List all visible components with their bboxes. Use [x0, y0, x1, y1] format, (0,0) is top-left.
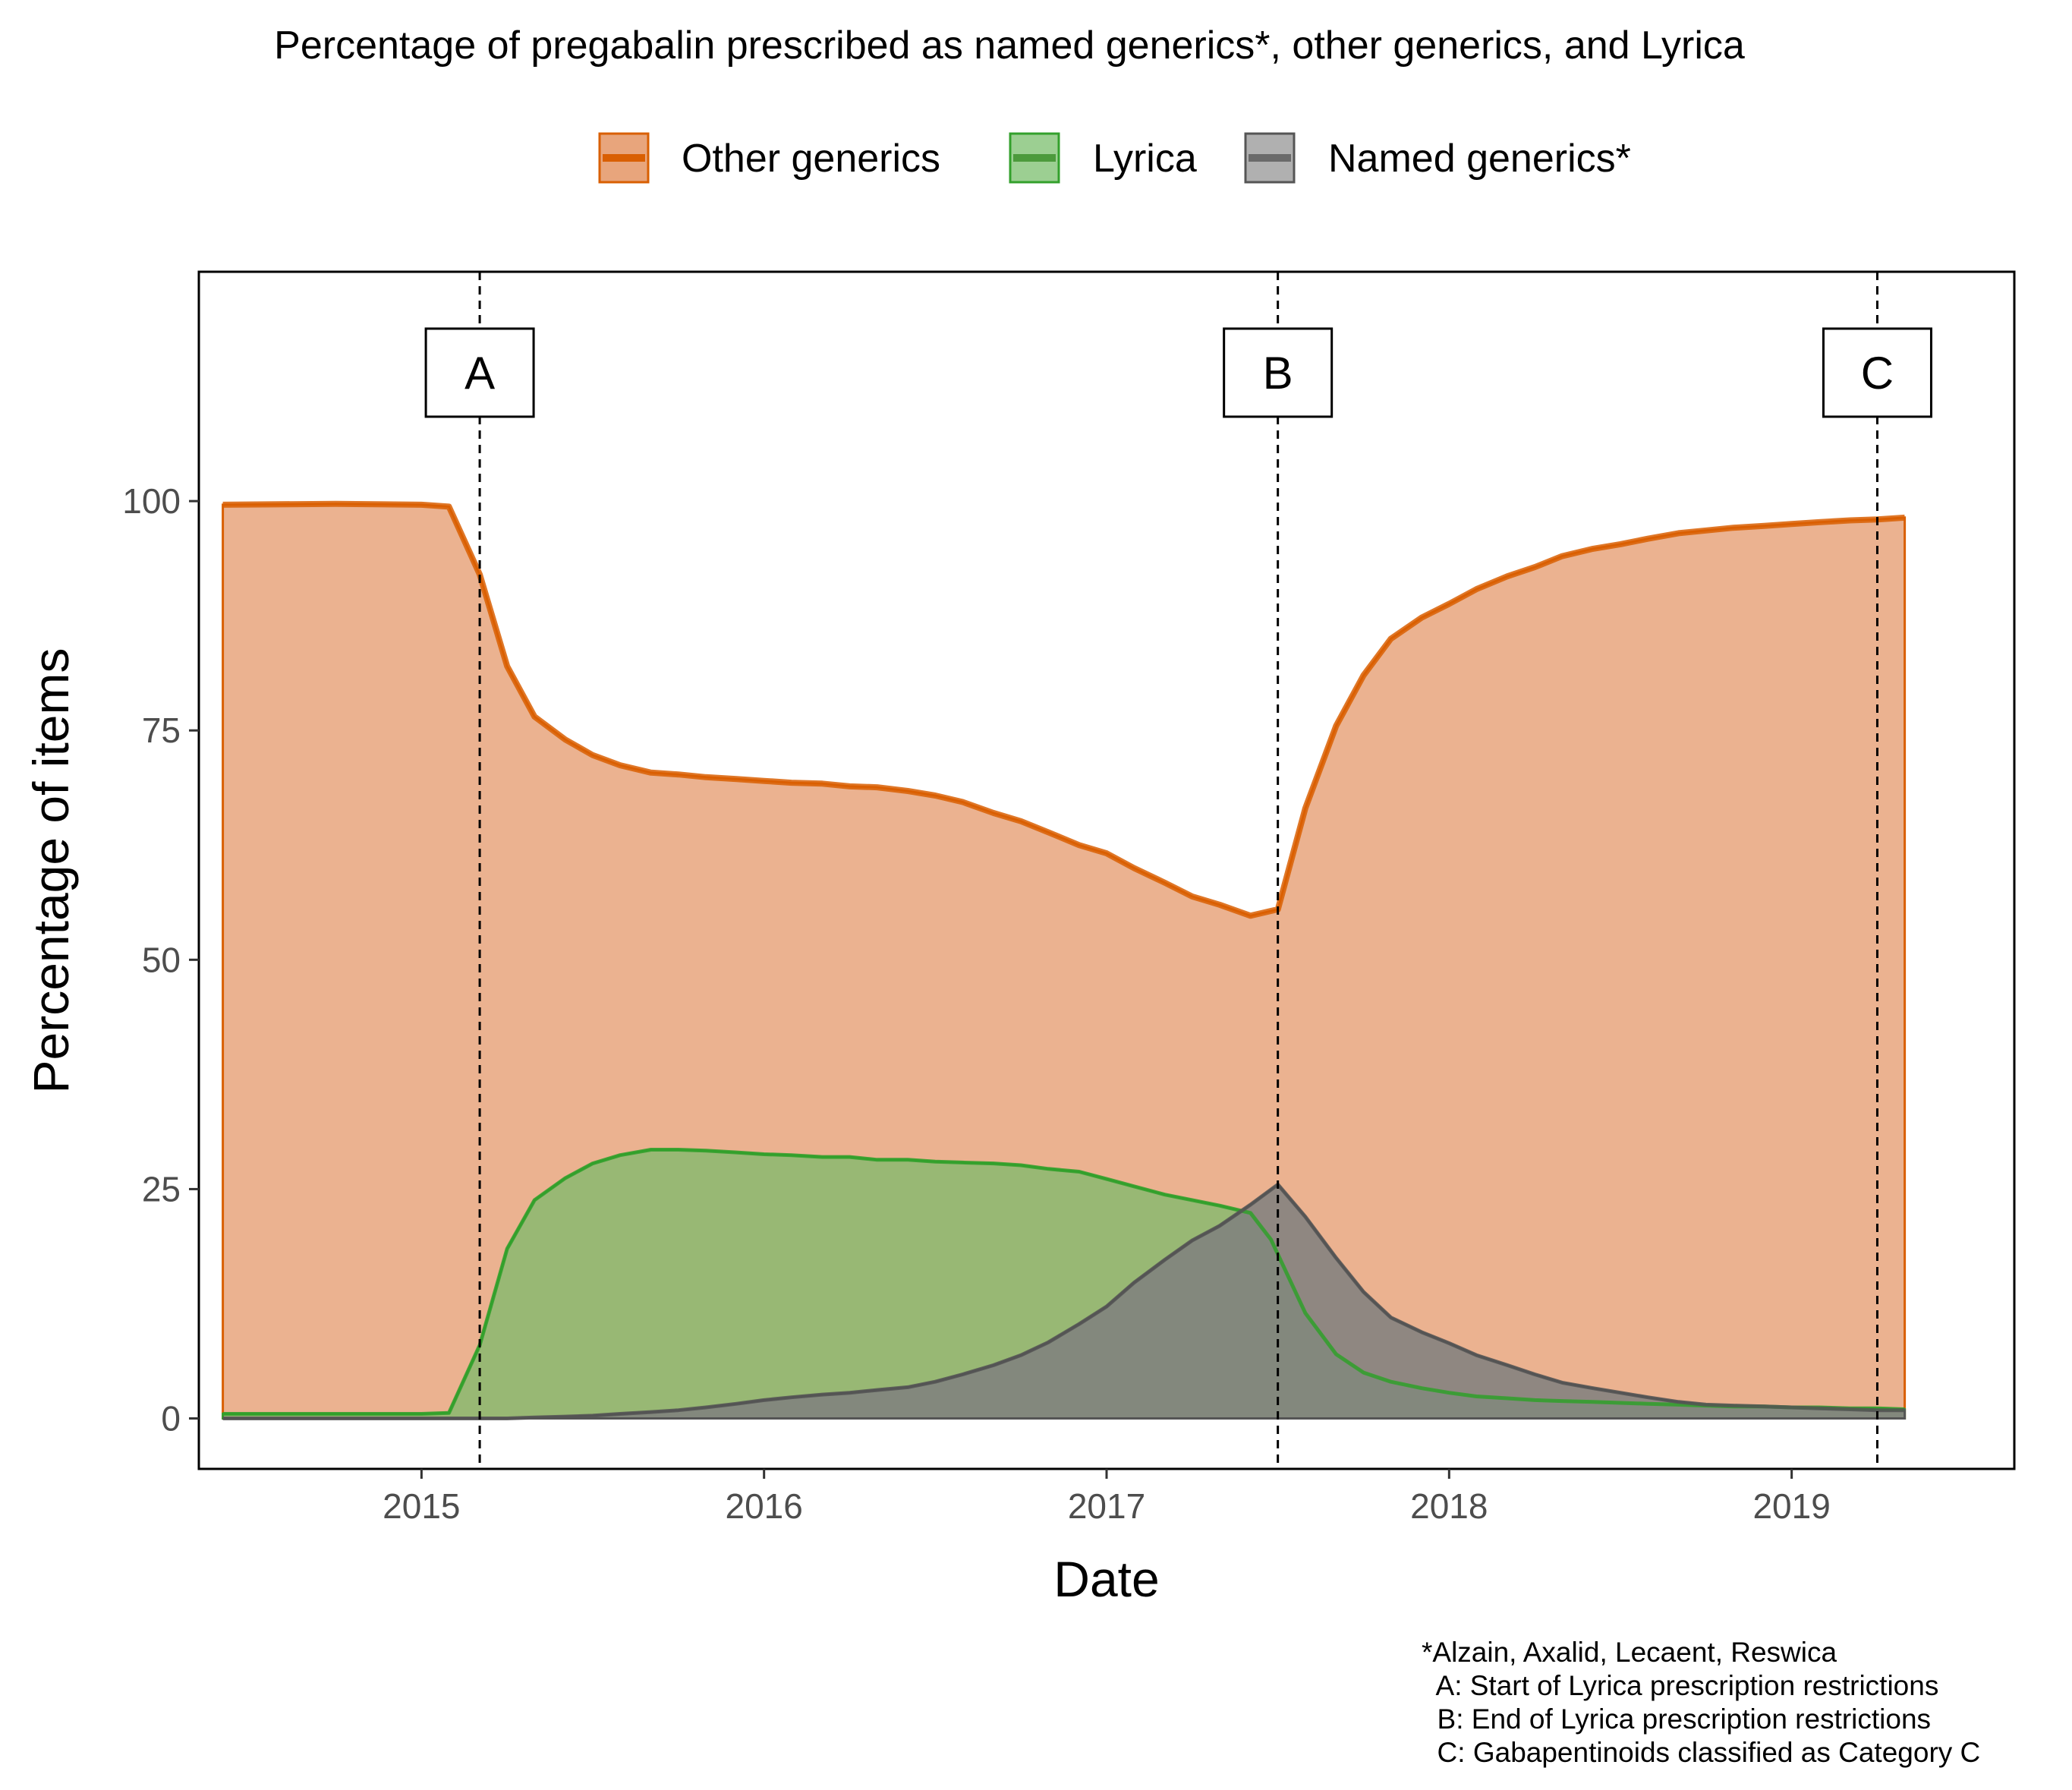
- x-tick-label-2017: 2017: [1068, 1486, 1145, 1526]
- footnote-line-1: *Alzain, Axalid, Lecaent, Reswica: [1422, 1637, 1837, 1668]
- event-marker-c: C: [1822, 272, 1932, 1469]
- x-tick-label-2015: 2015: [383, 1486, 460, 1526]
- footnote-line-3: B: End of Lyrica prescription restrictio…: [1422, 1703, 1931, 1735]
- line-named-generics: [222, 1182, 1905, 1420]
- y-tick-label-50: 50: [142, 940, 181, 979]
- event-label-b: B: [1263, 348, 1293, 399]
- legend-item-named-generics: Named generics*: [1244, 132, 1631, 184]
- legend-item-lyrica: Lyrica: [1009, 132, 1197, 184]
- legend-item-other-generics: Other generics: [598, 132, 940, 184]
- y-tick-label-25: 25: [142, 1169, 181, 1209]
- y-axis-label: Percentage of items: [23, 648, 79, 1094]
- legend-label-other-generics: Other generics: [682, 137, 940, 181]
- event-marker-b: B: [1223, 272, 1334, 1469]
- line-lyrica: [222, 1148, 1905, 1416]
- x-tick-label-2018: 2018: [1410, 1486, 1488, 1526]
- legend-label-lyrica: Lyrica: [1093, 137, 1197, 181]
- chart-title: Percentage of pregabalin prescribed as n…: [274, 24, 1745, 68]
- event-label-box-a: [424, 327, 535, 418]
- footnote: *Alzain, Axalid, Lecaent, Reswica A: Sta…: [1422, 1637, 1980, 1768]
- y-tick-label-100: 100: [122, 481, 181, 521]
- footnote-line-4: C: Gabapentinoids classified as Category…: [1422, 1737, 1980, 1768]
- line-other-generics: [222, 500, 1905, 919]
- x-tick-label-2016: 2016: [726, 1486, 803, 1526]
- x-tick-label-2019: 2019: [1752, 1486, 1830, 1526]
- event-label-c: C: [1861, 348, 1894, 399]
- legend-label-named-generics: Named generics*: [1328, 137, 1631, 181]
- plot-area: A B C: [222, 272, 1932, 1469]
- event-label-a: A: [464, 348, 495, 399]
- y-tick-label-75: 75: [142, 711, 181, 750]
- x-axis-label: Date: [1053, 1551, 1159, 1607]
- y-tick-label-0: 0: [161, 1399, 181, 1439]
- event-label-box-c: [1822, 327, 1932, 418]
- event-label-box-b: [1223, 327, 1334, 418]
- footnote-line-2: A: Start of Lyrica prescription restrict…: [1422, 1670, 1938, 1701]
- x-axis: 2015 2016 2017 2018 2019: [383, 1469, 1831, 1526]
- event-marker-a: A: [424, 272, 535, 1469]
- legend: Other generics Lyrica Named generics*: [598, 132, 1631, 184]
- y-axis: 0 25 50 75 100: [122, 481, 199, 1439]
